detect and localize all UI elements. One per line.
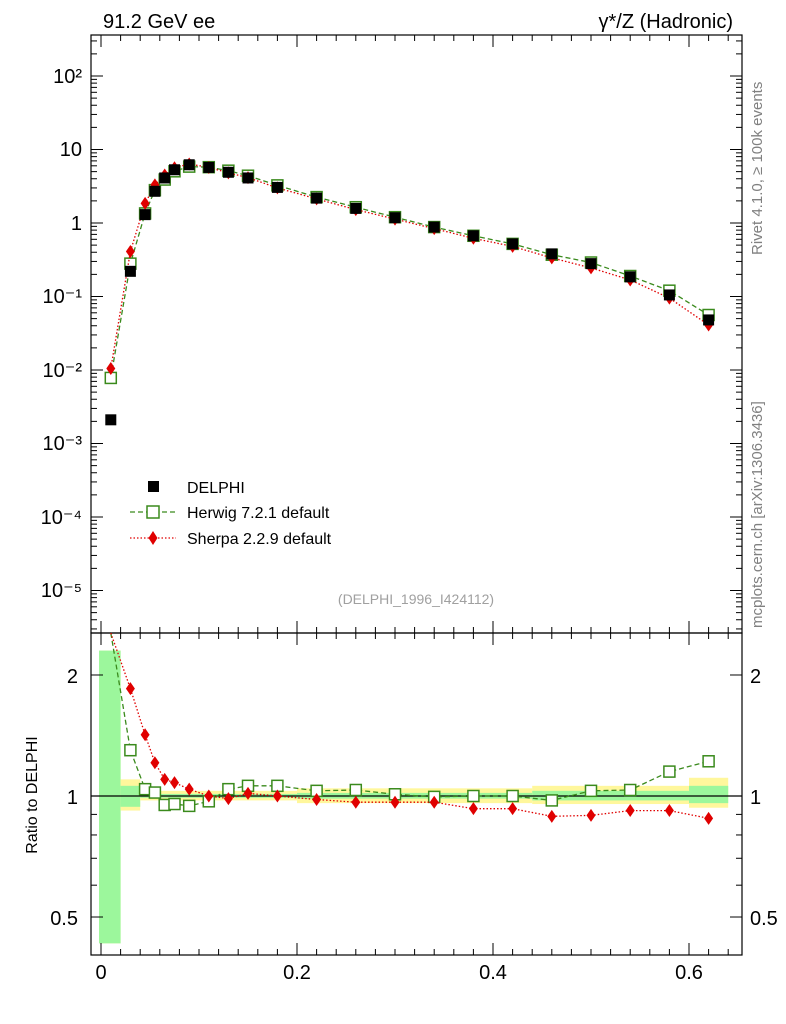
xtick-label: 0.6 <box>675 962 703 984</box>
sherpa-ratio-point <box>586 808 596 822</box>
delphi-point <box>546 248 558 260</box>
herwig-ratio-point <box>124 743 137 757</box>
sherpa-ratio-point <box>390 795 400 809</box>
data-marks-layer <box>104 157 715 825</box>
delphi-point <box>203 161 215 173</box>
delphi-point <box>149 185 161 197</box>
sherpa-point <box>140 196 150 210</box>
herwig-ratio-point <box>168 797 181 811</box>
delphi-point <box>183 159 195 171</box>
ytick-label: 10⁻³ <box>43 433 83 455</box>
sherpa-line <box>110 163 709 369</box>
sherpa-ratio-point <box>272 789 282 803</box>
delphi-point <box>242 172 254 184</box>
ratio-ytick-label-right: 2 <box>750 666 761 688</box>
ytick-label: 1 <box>71 213 82 235</box>
xtick-label: 0 <box>95 962 106 984</box>
sherpa-ratio-point <box>170 776 179 790</box>
sherpa-ratio-point <box>204 789 214 803</box>
legend-herwig-marker <box>146 505 160 519</box>
sherpa-point <box>106 361 116 375</box>
legend-sherpa-label: Sherpa 2.2.9 default <box>187 531 332 548</box>
energy-title: 91.2 GeV ee <box>103 11 215 33</box>
ratio-ytick-label-right: 1 <box>750 787 761 809</box>
legend-data-label: DELPHI <box>187 480 245 497</box>
sherpa-ratio-point <box>468 802 478 816</box>
sherpa-ratio-point <box>184 782 194 796</box>
herwig-ratio-point <box>545 794 559 807</box>
ytick-label: 10 <box>60 139 82 161</box>
delphi-point <box>703 314 715 326</box>
ratio-uncertainty-bands <box>99 650 729 944</box>
delphi-point <box>311 192 323 204</box>
delphi-point <box>389 212 401 224</box>
herwig-ratio-point <box>506 789 519 803</box>
delphi-point <box>585 258 597 270</box>
legend-herwig-label: Herwig 7.2.1 default <box>187 505 330 522</box>
sherpa-ratio-point <box>125 682 135 696</box>
ratio-ytick-label: 1 <box>67 787 78 809</box>
ratio-ytick-label: 2 <box>67 666 78 688</box>
xtick-label: 0.2 <box>283 962 311 984</box>
delphi-point <box>663 289 675 301</box>
sherpa-ratio-point <box>223 792 233 806</box>
sherpa-ratio-point <box>312 793 322 807</box>
sherpa-ratio-point <box>429 795 439 809</box>
ratio-panel-frame <box>90 632 743 956</box>
delphi-point <box>350 202 362 214</box>
herwig-ratio-point <box>623 783 637 797</box>
delphi-point <box>507 238 519 250</box>
sherpa-ratio-point <box>243 786 253 800</box>
rivet-version-label: Rivet 4.1.0, ≥ 100k events <box>749 82 766 255</box>
process-title: γ*/Z (Hadronic) <box>599 11 733 33</box>
delphi-point <box>624 271 636 283</box>
sherpa-ratio-point <box>508 802 518 816</box>
ratio-ytick-label: 0.5 <box>50 908 78 930</box>
ytick-label: 10⁻⁵ <box>41 580 82 602</box>
delphi-point <box>159 172 171 184</box>
delphi-point <box>169 164 180 176</box>
herwig-ratio-point <box>467 789 480 803</box>
delphi-point <box>428 221 440 233</box>
ratio-axis-label: Ratio to DELPHI <box>24 736 41 853</box>
ytick-label: 10⁻⁴ <box>41 507 82 529</box>
sherpa-ratio-point <box>704 811 714 825</box>
legend: DELPHI Herwig 7.2.1 default Sherpa 2.2.9… <box>130 480 332 548</box>
legend-sherpa-marker <box>148 531 158 545</box>
herwig-ratio-point <box>663 765 676 778</box>
analysis-id-label: (DELPHI_1996_I424112) <box>338 591 494 607</box>
green-uncertainty-band <box>689 785 729 804</box>
delphi-point <box>105 414 117 426</box>
sherpa-point <box>125 244 135 258</box>
herwig-ratio-point <box>182 799 196 813</box>
sherpa-ratio-point <box>150 756 160 770</box>
ratio-ytick-label-right: 0.5 <box>750 908 778 930</box>
delphi-point <box>222 166 234 178</box>
green-uncertainty-band <box>99 650 121 944</box>
xtick-label: 0.4 <box>479 962 507 984</box>
ytick-label: 10² <box>53 66 82 88</box>
delphi-point <box>467 230 479 242</box>
sherpa-ratio-point <box>547 809 557 823</box>
sherpa-ratio-point <box>351 795 361 809</box>
herwig-ratio-point <box>148 786 162 799</box>
sherpa-ratio-point <box>664 804 674 818</box>
herwig-ratio-point <box>584 784 598 798</box>
herwig-ratio-point <box>349 783 363 797</box>
herwig-ratio-point <box>702 755 715 768</box>
legend-data-marker <box>148 481 159 492</box>
herwig-ratio-line <box>110 632 709 807</box>
sherpa-ratio-point <box>625 804 635 818</box>
mcplots-source-label: mcplots.cern.ch [arXiv:1306.3436] <box>749 401 766 628</box>
sherpa-ratio-point <box>160 772 170 786</box>
delphi-point <box>124 265 136 277</box>
delphi-point <box>139 209 151 221</box>
ytick-label: 10⁻² <box>43 360 83 382</box>
ytick-label: 10⁻¹ <box>43 286 83 308</box>
sherpa-ratio-point <box>140 728 150 742</box>
herwig-line <box>110 165 709 379</box>
delphi-point <box>271 181 283 193</box>
